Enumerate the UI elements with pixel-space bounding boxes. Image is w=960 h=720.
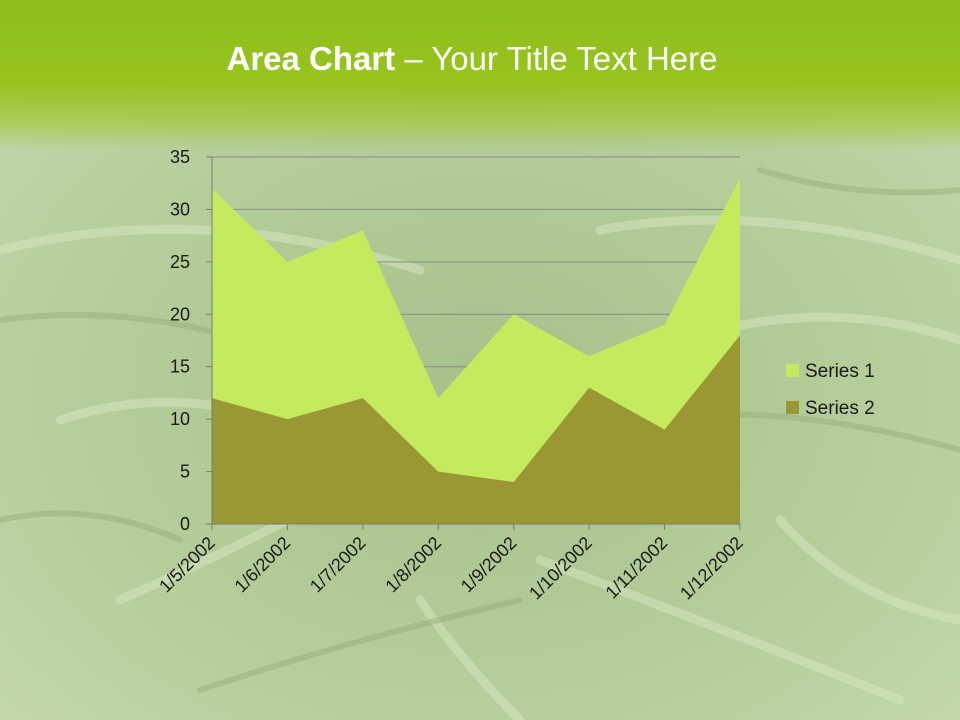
legend-label-2: Series 2	[805, 398, 875, 419]
x-tick-label-7: 1/12/2002	[676, 533, 747, 604]
slide-title-rest: – Your Title Text Here	[395, 40, 718, 77]
legend-swatch-2	[786, 401, 799, 414]
y-tick-label-0: 0	[180, 514, 190, 534]
y-tick-label-7: 35	[170, 147, 190, 167]
x-tick-label-0: 1/5/2002	[155, 533, 219, 597]
y-tick-label-3: 15	[170, 357, 190, 377]
y-tick-label-1: 5	[180, 462, 190, 482]
y-tick-label-5: 25	[170, 252, 190, 272]
slide-title: Area Chart – Your Title Text Here	[0, 40, 944, 78]
y-axis-ticks: 0 5 10 15 20 25 30 35	[170, 147, 212, 534]
x-tick-label-1: 1/6/2002	[231, 533, 295, 597]
legend: Series 1 Series 2	[786, 361, 875, 419]
y-tick-label-4: 20	[170, 304, 190, 324]
y-tick-label-2: 10	[170, 409, 190, 429]
y-tick-label-6: 30	[170, 199, 190, 219]
x-tick-label-6: 1/11/2002	[602, 533, 672, 603]
slide-title-bold: Area Chart	[226, 40, 396, 77]
area-series-2	[212, 335, 740, 524]
title-bar	[0, 0, 960, 150]
x-axis-ticks: 1/5/2002 1/6/2002 1/7/2002 1/8/2002 1/9/2002…	[155, 524, 747, 603]
x-tick-label-2: 1/7/2002	[306, 533, 370, 597]
x-tick-label-3: 1/8/2002	[381, 533, 445, 597]
x-tick-label-4: 1/9/2002	[457, 533, 521, 597]
legend-swatch-1	[786, 364, 799, 377]
legend-label-1: Series 1	[805, 361, 875, 382]
area-series	[212, 177, 740, 524]
x-tick-label-5: 1/10/2002	[525, 533, 596, 604]
axes	[211, 157, 740, 525]
